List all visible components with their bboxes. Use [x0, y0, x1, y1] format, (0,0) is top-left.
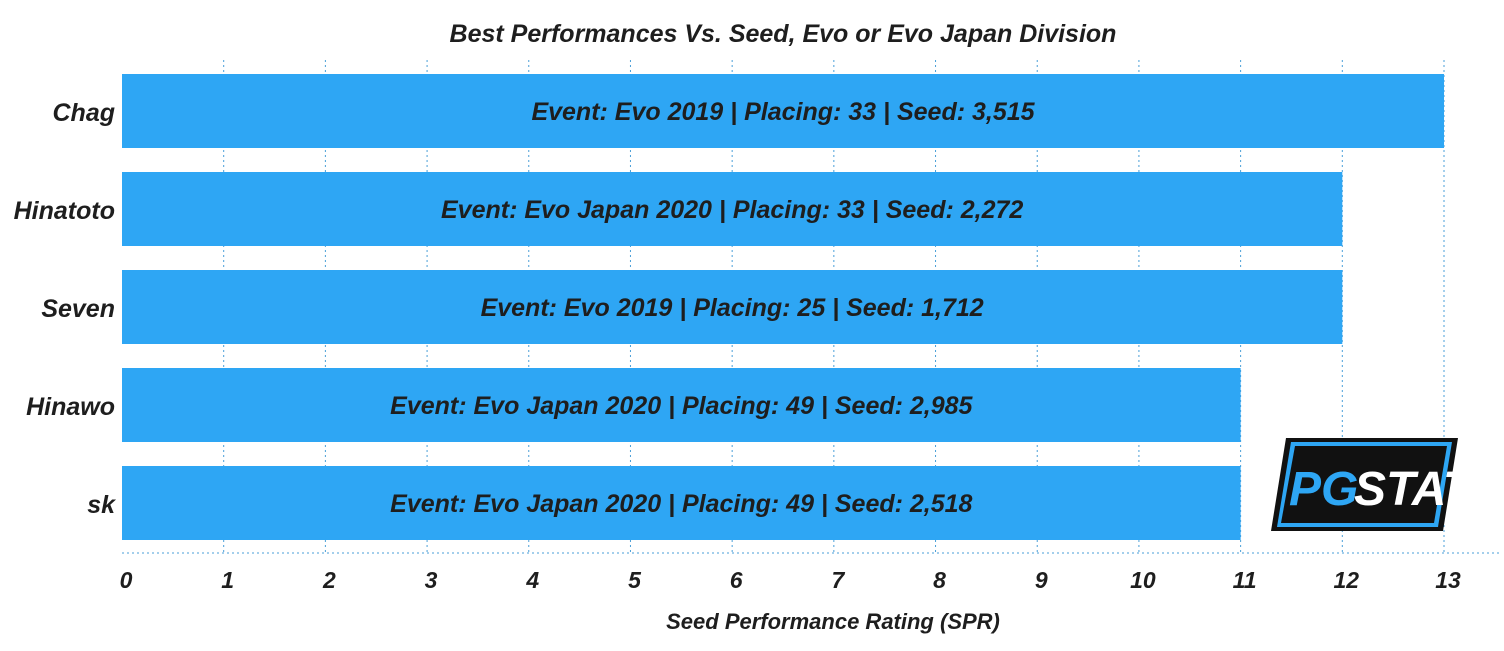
- x-tick-label: 7: [831, 567, 845, 593]
- x-tick-label: 12: [1334, 567, 1360, 593]
- bar-label: Event: Evo Japan 2020 | Placing: 49 | Se…: [390, 490, 972, 518]
- x-tick-label: 10: [1130, 567, 1156, 593]
- x-tick-label: 5: [628, 567, 642, 593]
- x-tick-label: 13: [1435, 567, 1461, 593]
- pgstats-logo: PG STATS: [1271, 438, 1504, 531]
- y-axis-labels: Chag Hinatoto Seven Hinawo sk: [14, 99, 116, 519]
- bar: [122, 270, 1343, 344]
- bar-label: Event: Evo Japan 2020 | Placing: 49 | Se…: [390, 392, 973, 420]
- x-tick-label: 3: [425, 567, 438, 593]
- x-tick-label: 4: [525, 567, 539, 593]
- bar: [122, 74, 1444, 148]
- bar: [122, 466, 1241, 540]
- x-tick-label: 2: [322, 567, 336, 593]
- bar-label: Event: Evo 2019 | Placing: 33 | Seed: 3,…: [531, 98, 1035, 126]
- bar: [122, 368, 1241, 442]
- chart-title: Best Performances Vs. Seed, Evo or Evo J…: [450, 20, 1117, 48]
- x-tick-label: 0: [120, 567, 133, 593]
- x-tick-label: 8: [933, 567, 946, 593]
- bars: Event: Evo 2019 | Placing: 33 | Seed: 3,…: [122, 74, 1444, 540]
- y-tick-label: Hinatoto: [14, 197, 115, 225]
- y-tick-label: Chag: [53, 99, 116, 127]
- y-tick-label: Seven: [41, 295, 115, 323]
- x-axis-title: Seed Performance Rating (SPR): [666, 609, 1000, 634]
- x-tick-label: 6: [730, 567, 743, 593]
- x-axis: 0 1 2 3 4 5 6 7 8 9 10 11 12 13: [120, 567, 1461, 593]
- bar: [122, 172, 1343, 246]
- bar-label: Event: Evo Japan 2020 | Placing: 33 | Se…: [441, 196, 1023, 224]
- logo-text-pg: PG: [1289, 463, 1358, 516]
- logo-text-stats: STATS: [1354, 463, 1504, 516]
- x-tick-label: 1: [221, 567, 234, 593]
- y-tick-label: sk: [87, 491, 116, 519]
- x-tick-label: 11: [1233, 567, 1257, 593]
- x-tick-label: 9: [1035, 567, 1048, 593]
- bar-label: Event: Evo 2019 | Placing: 25 | Seed: 1,…: [481, 294, 984, 322]
- y-tick-label: Hinawo: [26, 393, 115, 421]
